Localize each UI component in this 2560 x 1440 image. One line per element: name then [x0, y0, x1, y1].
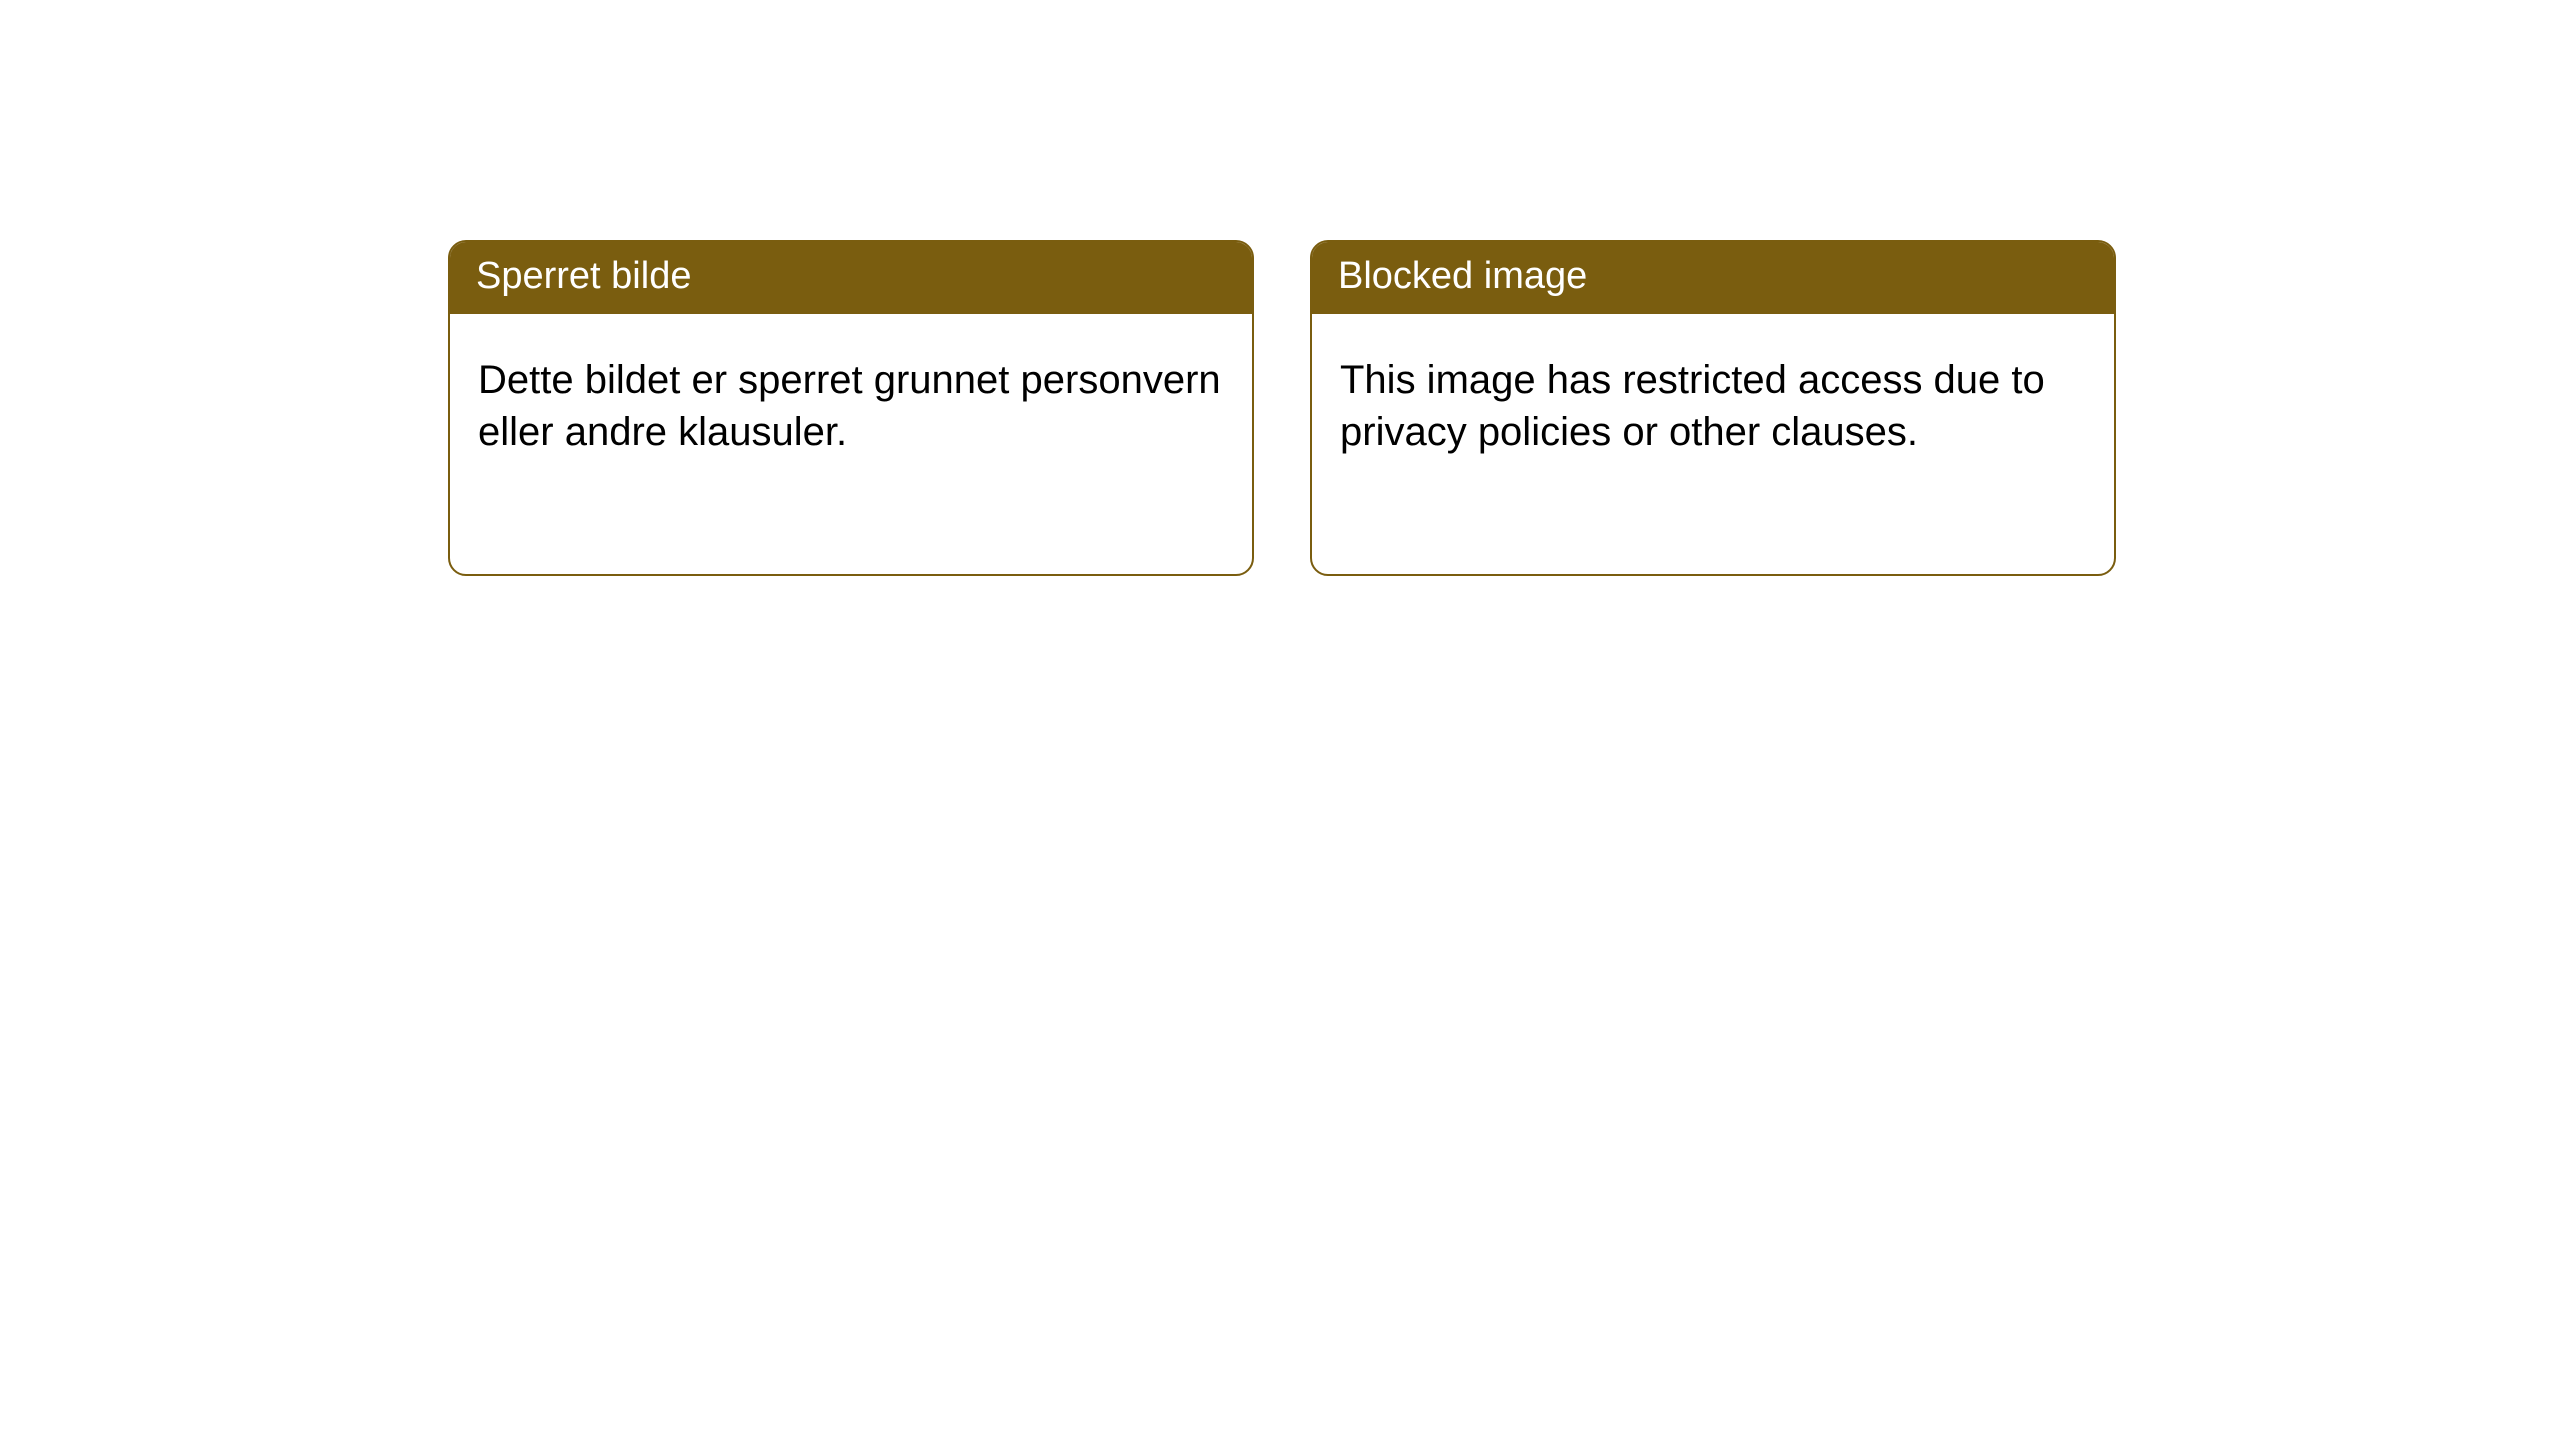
notice-header-english: Blocked image: [1312, 242, 2114, 314]
notice-container: Sperret bilde Dette bildet er sperret gr…: [448, 240, 2116, 576]
notice-header-norwegian: Sperret bilde: [450, 242, 1252, 314]
notice-body-english: This image has restricted access due to …: [1312, 314, 2114, 574]
notice-title: Sperret bilde: [476, 255, 691, 297]
notice-title: Blocked image: [1338, 255, 1587, 297]
notice-card-norwegian: Sperret bilde Dette bildet er sperret gr…: [448, 240, 1254, 576]
notice-message: Dette bildet er sperret grunnet personve…: [478, 358, 1221, 454]
notice-message: This image has restricted access due to …: [1340, 358, 2045, 454]
notice-card-english: Blocked image This image has restricted …: [1310, 240, 2116, 576]
notice-body-norwegian: Dette bildet er sperret grunnet personve…: [450, 314, 1252, 574]
